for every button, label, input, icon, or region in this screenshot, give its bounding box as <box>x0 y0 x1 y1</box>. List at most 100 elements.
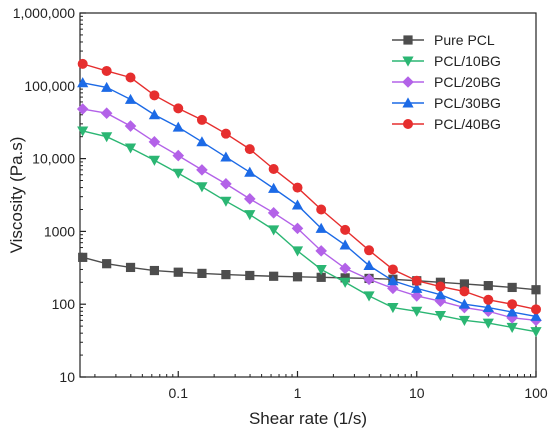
data-point <box>316 272 326 282</box>
legend: Pure PCL PCL/10BG PCL/20BG PCL/30BG PCL/40BG <box>392 32 501 132</box>
data-point <box>196 164 208 176</box>
data-point <box>459 286 470 297</box>
series-1 <box>77 126 542 338</box>
data-point <box>268 182 280 193</box>
data-point <box>364 245 375 256</box>
data-point <box>482 301 494 313</box>
data-point <box>292 182 303 193</box>
data-point <box>268 225 280 236</box>
data-point <box>101 132 113 143</box>
data-point <box>100 107 113 120</box>
data-point <box>172 168 184 179</box>
data-point <box>434 289 447 300</box>
data-point <box>220 178 232 190</box>
data-point <box>458 298 471 309</box>
data-point <box>291 199 304 210</box>
data-point <box>291 246 304 257</box>
data-point <box>76 103 89 115</box>
x-tick-label: 100 <box>524 385 548 401</box>
legend-label: PCL/20BG <box>434 74 501 90</box>
legend-label: Pure PCL <box>434 32 495 48</box>
data-point <box>124 143 137 154</box>
data-point <box>410 290 423 302</box>
data-point <box>244 166 256 177</box>
data-point <box>339 262 351 275</box>
data-point <box>220 128 231 139</box>
legend-marker <box>402 76 414 88</box>
y-tick-label: 100,000 <box>24 78 75 94</box>
data-point <box>363 273 375 286</box>
data-point <box>196 182 208 193</box>
data-point <box>340 224 351 235</box>
data-point <box>339 239 351 250</box>
data-point <box>173 267 183 277</box>
x-tick-label: 1 <box>294 385 302 401</box>
legend-marker <box>402 97 414 108</box>
data-point <box>172 121 184 132</box>
data-point <box>530 327 542 338</box>
series-2 <box>76 103 542 327</box>
data-point <box>78 252 88 262</box>
data-point <box>149 90 160 101</box>
data-point <box>315 264 327 276</box>
data-point <box>269 271 279 281</box>
data-point <box>507 282 517 293</box>
data-point <box>458 315 471 326</box>
data-point <box>101 65 112 76</box>
data-point <box>102 259 112 269</box>
data-point <box>245 270 255 281</box>
data-point <box>267 207 280 219</box>
x-tick-label: 10 <box>409 385 425 401</box>
data-point <box>243 193 256 205</box>
y-axis-title: Viscosity (Pa.s) <box>7 137 26 254</box>
data-point <box>387 275 399 286</box>
data-point <box>77 77 89 88</box>
data-point <box>316 204 327 215</box>
series-3 <box>77 77 542 321</box>
data-point <box>292 272 303 282</box>
data-point <box>506 322 518 334</box>
data-point <box>148 109 161 120</box>
data-point <box>482 318 494 329</box>
data-point <box>411 275 422 286</box>
data-point <box>244 144 255 155</box>
data-point <box>244 210 256 221</box>
data-point <box>149 265 160 276</box>
legend-label: PCL/10BG <box>434 53 501 69</box>
data-point <box>387 303 399 314</box>
data-point <box>173 103 184 114</box>
data-point <box>435 281 446 292</box>
data-point <box>315 222 327 233</box>
data-point <box>530 310 542 321</box>
data-point <box>434 310 447 322</box>
data-point <box>507 299 518 310</box>
data-point <box>197 268 207 278</box>
series-layer <box>76 58 542 338</box>
data-point <box>124 120 137 132</box>
x-axis-title: Shear rate (1/s) <box>249 409 367 428</box>
data-point <box>124 93 137 104</box>
data-point <box>268 163 279 174</box>
data-point <box>459 279 470 289</box>
data-point <box>172 149 185 162</box>
y-tick-label: 100 <box>52 296 76 312</box>
data-point <box>363 259 375 270</box>
legend-label: PCL/40BG <box>434 116 501 132</box>
data-point <box>101 81 113 92</box>
data-point <box>196 114 207 125</box>
data-point <box>339 277 351 288</box>
data-point <box>196 136 208 147</box>
y-tick-label: 1000 <box>44 223 75 239</box>
series-line <box>82 130 537 333</box>
y-axis-ticks: 10 100 1000 10,000 100,000 1,000,000 <box>13 5 86 385</box>
x-axis-ticks: 0.1 1 10 100 <box>94 371 548 401</box>
plot-area-frame <box>79 12 537 378</box>
data-point <box>506 306 518 317</box>
series-0 <box>78 252 541 295</box>
data-point <box>148 136 161 148</box>
legend-label: PCL/30BG <box>434 95 501 111</box>
data-point <box>221 270 231 280</box>
data-point <box>531 304 541 315</box>
